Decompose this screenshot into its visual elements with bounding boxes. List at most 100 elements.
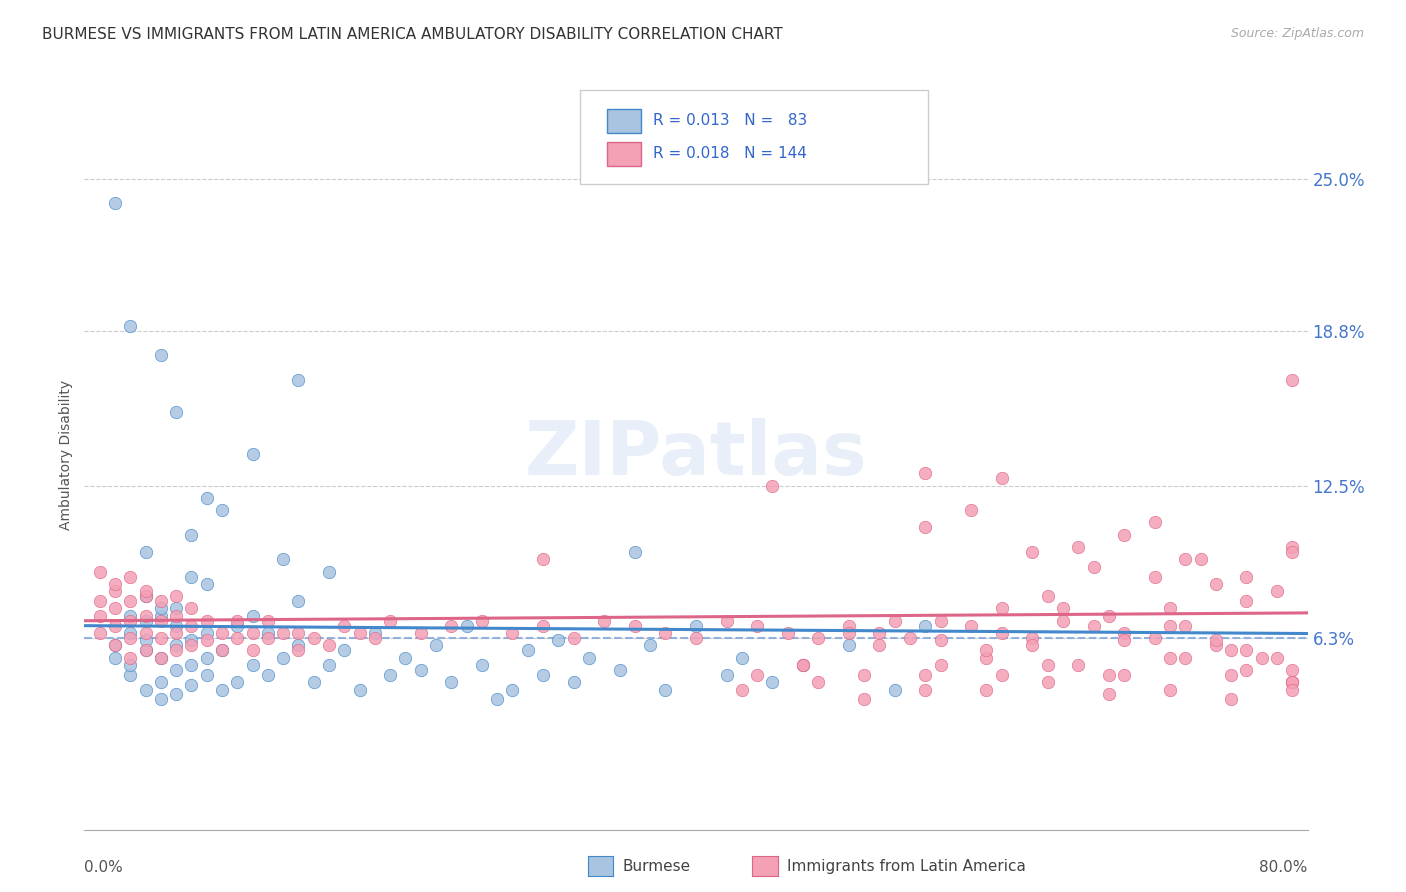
Point (1236, 569, 1258, 583)
Point (1052, 614, 1074, 628)
Point (1174, 650, 1197, 665)
Point (120, 318, 142, 333)
Point (135, 589, 157, 603)
Point (761, 675, 783, 690)
Text: 80.0%: 80.0% (1260, 860, 1308, 874)
Point (531, 552, 554, 566)
Point (89, 565, 111, 579)
Point (638, 638, 661, 652)
Point (242, 447, 264, 461)
Point (135, 614, 157, 628)
Point (149, 650, 172, 665)
Point (1159, 682, 1181, 697)
Point (149, 594, 172, 608)
Point (242, 657, 264, 672)
Point (1220, 692, 1243, 706)
Point (195, 577, 218, 591)
Point (271, 552, 294, 566)
Point (1236, 643, 1258, 657)
Point (195, 650, 218, 665)
Point (516, 643, 538, 657)
Point (195, 633, 218, 648)
Point (257, 614, 280, 628)
Point (716, 667, 738, 681)
Point (1220, 643, 1243, 657)
Point (318, 565, 340, 579)
Point (976, 650, 998, 665)
Point (120, 626, 142, 640)
Point (838, 626, 860, 640)
Point (318, 657, 340, 672)
Point (1250, 650, 1272, 665)
Text: ZIPatlas: ZIPatlas (524, 418, 868, 491)
Point (578, 650, 600, 665)
Point (149, 692, 172, 706)
Point (89, 626, 111, 640)
Point (624, 545, 647, 559)
Point (120, 608, 142, 623)
Point (287, 594, 309, 608)
FancyBboxPatch shape (606, 142, 641, 166)
Point (1036, 589, 1059, 603)
Point (1083, 618, 1105, 632)
Point (531, 618, 554, 632)
Point (149, 348, 172, 362)
Point (257, 631, 280, 645)
Point (104, 638, 127, 652)
Point (471, 657, 494, 672)
Point (211, 643, 233, 657)
Point (1143, 631, 1166, 645)
Point (486, 692, 509, 706)
Point (165, 626, 187, 640)
Point (685, 631, 707, 645)
Point (165, 638, 187, 652)
Point (271, 626, 294, 640)
Point (380, 614, 402, 628)
Point (180, 638, 202, 652)
Point (1052, 601, 1074, 615)
Point (135, 643, 157, 657)
Point (609, 663, 631, 677)
Point (1220, 667, 1243, 681)
Point (349, 682, 371, 697)
Point (1021, 545, 1043, 559)
Point (195, 626, 218, 640)
Point (502, 626, 524, 640)
Point (149, 608, 172, 623)
Point (1159, 650, 1181, 665)
Point (135, 633, 157, 648)
Point (1281, 663, 1303, 677)
Point (226, 618, 249, 632)
Point (1098, 667, 1121, 681)
Point (654, 682, 676, 697)
Point (149, 675, 172, 690)
Point (1281, 675, 1303, 690)
Point (135, 545, 157, 559)
Point (135, 626, 157, 640)
Point (869, 626, 891, 640)
Point (776, 626, 799, 640)
Point (1236, 594, 1258, 608)
Point (104, 196, 127, 211)
Point (271, 650, 294, 665)
Point (120, 594, 142, 608)
Point (394, 650, 416, 665)
Point (1174, 552, 1197, 566)
Point (211, 626, 233, 640)
Point (1036, 657, 1059, 672)
Point (104, 618, 127, 632)
Point (287, 373, 309, 387)
Point (807, 675, 830, 690)
Point (165, 608, 187, 623)
Point (287, 643, 309, 657)
Point (792, 657, 814, 672)
Point (409, 626, 432, 640)
Point (302, 631, 325, 645)
Point (914, 667, 936, 681)
Point (1159, 601, 1181, 615)
Point (226, 631, 249, 645)
Point (180, 678, 202, 692)
Point (747, 667, 769, 681)
Point (104, 584, 127, 599)
Point (120, 657, 142, 672)
